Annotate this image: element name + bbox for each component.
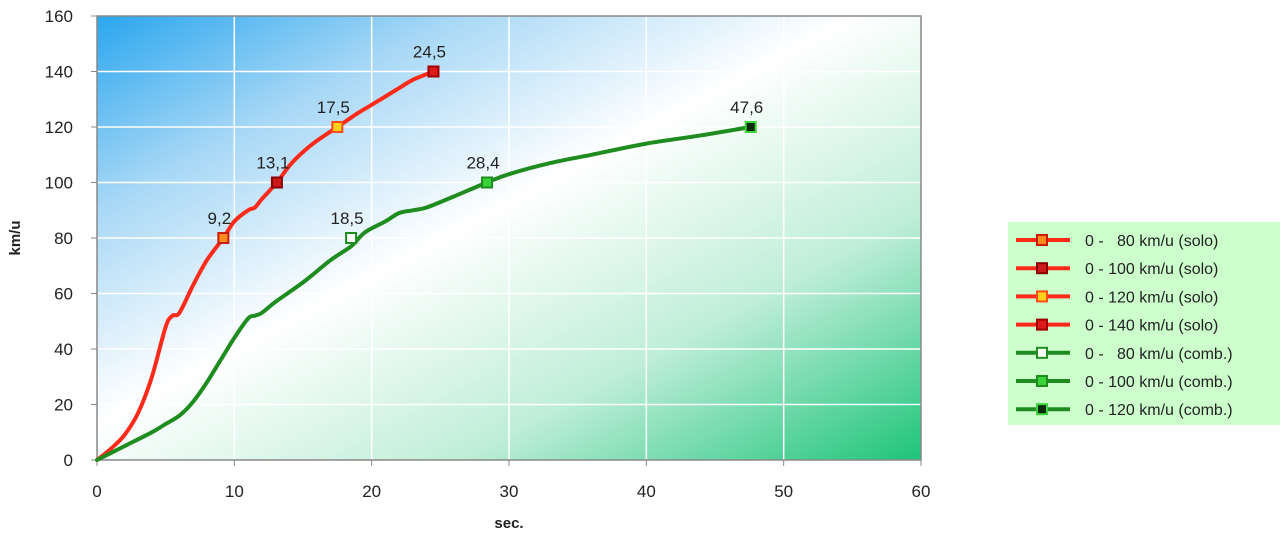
curve-line-0 — [95, 69, 436, 462]
legend: 0 - 80 km/u (solo) 0 - 100 km/u (solo) 0 -… — [1008, 222, 1280, 425]
y-tick-label: 0 — [64, 451, 73, 470]
data-label-6: 47,6 — [730, 98, 763, 117]
legend-marker-6 — [1036, 403, 1048, 416]
legend-label-3: 0 - 140 km/u (solo) — [1085, 318, 1218, 335]
legend-label-1: 0 - 100 km/u (solo) — [1085, 261, 1218, 278]
legend-label-4: 0 - 80 km/u (comb.) — [1085, 346, 1233, 363]
x-tick-label: 60 — [912, 482, 931, 501]
legend-label-2: 0 - 120 km/u (solo) — [1085, 289, 1218, 306]
data-markers — [217, 65, 757, 244]
y-tick-label: 100 — [45, 174, 73, 193]
legend-marker-4 — [1036, 346, 1048, 359]
y-axis: 0 20 40 60 80 100 120 140 160 — [45, 7, 97, 470]
data-point-3 — [427, 65, 440, 78]
legend-marker-1 — [1036, 262, 1048, 275]
y-tick-label: 60 — [54, 285, 73, 304]
data-label-2: 17,5 — [317, 98, 350, 117]
data-label-4: 18,5 — [331, 209, 364, 228]
data-point-0 — [217, 232, 230, 244]
grid — [97, 16, 921, 460]
data-labels: 9,2 13,1 17,5 24,5 18,5 28,4 47,6 — [208, 43, 764, 229]
curve-line-1 — [95, 125, 753, 462]
data-label-0: 9,2 — [208, 209, 232, 228]
legend-label-5: 0 - 100 km/u (comb.) — [1085, 374, 1233, 391]
legend-marker-5 — [1036, 375, 1048, 387]
x-tick-label: 20 — [362, 482, 381, 501]
data-label-1: 13,1 — [256, 154, 289, 173]
series-lines — [95, 69, 753, 462]
y-tick-label: 120 — [45, 118, 73, 137]
y-tick-label: 140 — [45, 63, 73, 82]
data-label-3: 24,5 — [413, 43, 446, 62]
x-tick-label: 30 — [500, 482, 519, 501]
data-point-6 — [744, 121, 757, 133]
y-tick-label: 160 — [45, 7, 73, 26]
data-point-2 — [331, 121, 344, 133]
y-axis-title: km/u — [7, 220, 24, 255]
x-tick-label: 40 — [637, 482, 656, 501]
y-tick-label: 40 — [54, 340, 73, 359]
data-label-5: 28,4 — [466, 154, 499, 173]
x-axis: 0 10 20 30 40 50 60 — [92, 460, 930, 501]
data-point-4 — [345, 232, 358, 244]
legend-label-0: 0 - 80 km/u (solo) — [1085, 233, 1218, 250]
x-tick-label: 50 — [774, 482, 793, 501]
legend-marker-3 — [1036, 318, 1048, 331]
x-tick-label: 0 — [92, 482, 101, 501]
data-point-1 — [270, 176, 283, 189]
y-tick-label: 80 — [54, 229, 73, 248]
x-axis-title: sec. — [494, 515, 523, 532]
legend-label-6: 0 - 120 km/u (comb.) — [1085, 402, 1233, 419]
legend-marker-0 — [1036, 234, 1048, 246]
legend-marker-2 — [1036, 290, 1048, 303]
y-tick-label: 20 — [54, 396, 73, 415]
x-tick-label: 10 — [225, 482, 244, 501]
data-point-5 — [481, 176, 494, 189]
